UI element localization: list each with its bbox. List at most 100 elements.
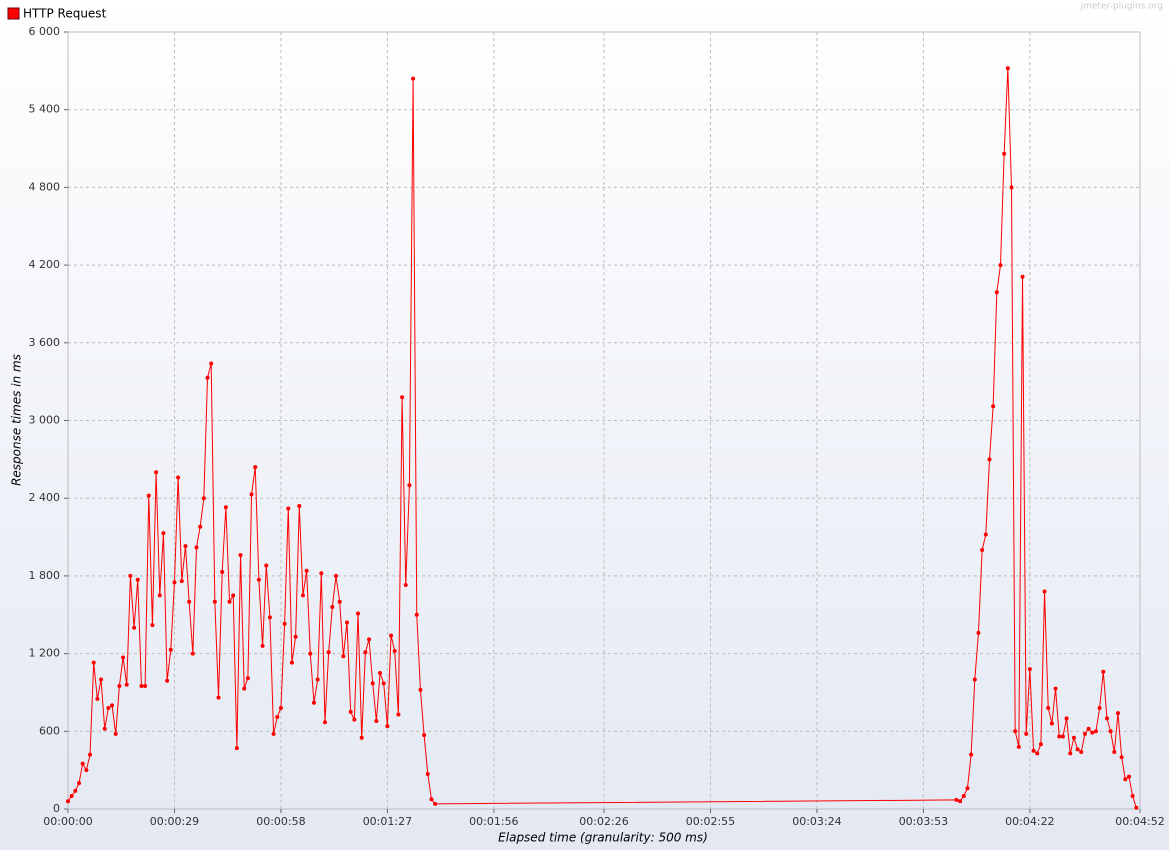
data-point	[198, 524, 203, 529]
data-point	[264, 563, 269, 568]
data-point	[330, 604, 335, 609]
data-point	[322, 720, 327, 725]
data-point	[1053, 686, 1058, 691]
y-tick-label: 3 600	[29, 336, 61, 349]
data-point	[308, 651, 313, 656]
y-tick-label: 5 400	[29, 103, 61, 116]
data-point	[286, 506, 291, 511]
x-tick-label: 00:02:55	[686, 815, 735, 828]
data-point	[84, 768, 89, 773]
data-point	[403, 582, 408, 587]
data-point	[275, 715, 280, 720]
data-point	[183, 544, 188, 549]
data-point	[95, 696, 100, 701]
data-point	[1079, 750, 1084, 755]
data-point	[1060, 734, 1065, 739]
data-point	[1068, 751, 1073, 756]
data-point	[135, 577, 140, 582]
y-tick-label: 4 800	[29, 180, 61, 193]
data-point	[337, 599, 342, 604]
x-tick-label: 00:04:22	[1005, 815, 1054, 828]
y-tick-label: 4 200	[29, 258, 61, 271]
data-point	[315, 677, 320, 682]
data-point	[422, 733, 427, 738]
data-point	[172, 580, 177, 585]
data-point	[124, 682, 129, 687]
data-point	[363, 650, 368, 655]
y-tick-label: 1 800	[29, 569, 61, 582]
data-point	[168, 647, 173, 652]
data-point	[326, 650, 331, 655]
data-point	[972, 677, 977, 682]
data-point	[1097, 705, 1102, 710]
data-point	[132, 625, 137, 630]
data-point	[991, 404, 996, 409]
data-point	[983, 532, 988, 537]
data-point	[987, 457, 992, 462]
data-point	[1038, 742, 1043, 747]
data-point	[414, 612, 419, 617]
data-point	[106, 705, 111, 710]
x-axis-label: Elapsed time (granularity: 500 ms)	[498, 831, 708, 845]
x-tick-label: 00:03:53	[899, 815, 948, 828]
data-point	[1016, 744, 1021, 749]
x-tick-label: 00:01:56	[469, 815, 518, 828]
x-tick-label: 00:00:29	[150, 815, 199, 828]
data-point	[1134, 805, 1139, 810]
data-point	[1005, 66, 1010, 71]
legend-swatch	[7, 7, 20, 20]
data-point	[150, 623, 155, 628]
data-point	[965, 786, 970, 791]
data-point	[220, 570, 225, 575]
data-point	[267, 615, 272, 620]
data-point	[1064, 716, 1069, 721]
data-point	[1002, 151, 1007, 156]
data-point	[293, 634, 298, 639]
data-point	[378, 671, 383, 676]
data-point	[88, 752, 93, 757]
data-point	[102, 726, 107, 731]
data-point	[245, 676, 250, 681]
data-point	[216, 695, 221, 700]
data-point	[80, 761, 85, 766]
data-point	[1009, 185, 1014, 190]
data-point	[348, 709, 353, 714]
y-axis-label: Response times in ms	[10, 354, 24, 486]
data-point	[271, 731, 276, 736]
data-point	[385, 724, 390, 729]
data-point	[1075, 747, 1080, 752]
data-point	[1112, 750, 1117, 755]
data-point	[425, 772, 430, 777]
data-point	[359, 735, 364, 740]
data-point	[396, 712, 401, 717]
data-point	[278, 705, 283, 710]
data-point	[69, 794, 74, 799]
data-point	[1090, 730, 1095, 735]
data-point	[400, 395, 405, 400]
data-point	[341, 654, 346, 659]
data-point	[154, 470, 159, 475]
data-point	[113, 731, 118, 736]
data-point	[143, 683, 148, 688]
data-point	[253, 465, 258, 470]
data-point	[345, 620, 350, 625]
data-point	[418, 687, 423, 692]
data-point	[227, 599, 232, 604]
y-tick-label: 2 400	[29, 491, 61, 504]
data-point	[1049, 721, 1054, 726]
data-point	[201, 496, 206, 501]
data-point	[411, 76, 416, 81]
data-point	[66, 799, 70, 804]
y-tick-label: 1 200	[29, 647, 61, 660]
x-tick-label: 00:02:26	[579, 815, 628, 828]
data-point	[110, 703, 115, 708]
data-point	[99, 677, 104, 682]
data-point	[433, 801, 438, 806]
data-point	[139, 683, 144, 688]
data-point	[1093, 729, 1098, 734]
x-tick-label: 00:00:00	[43, 815, 92, 828]
data-point	[389, 633, 394, 638]
data-point	[300, 593, 305, 598]
data-point	[356, 611, 361, 616]
